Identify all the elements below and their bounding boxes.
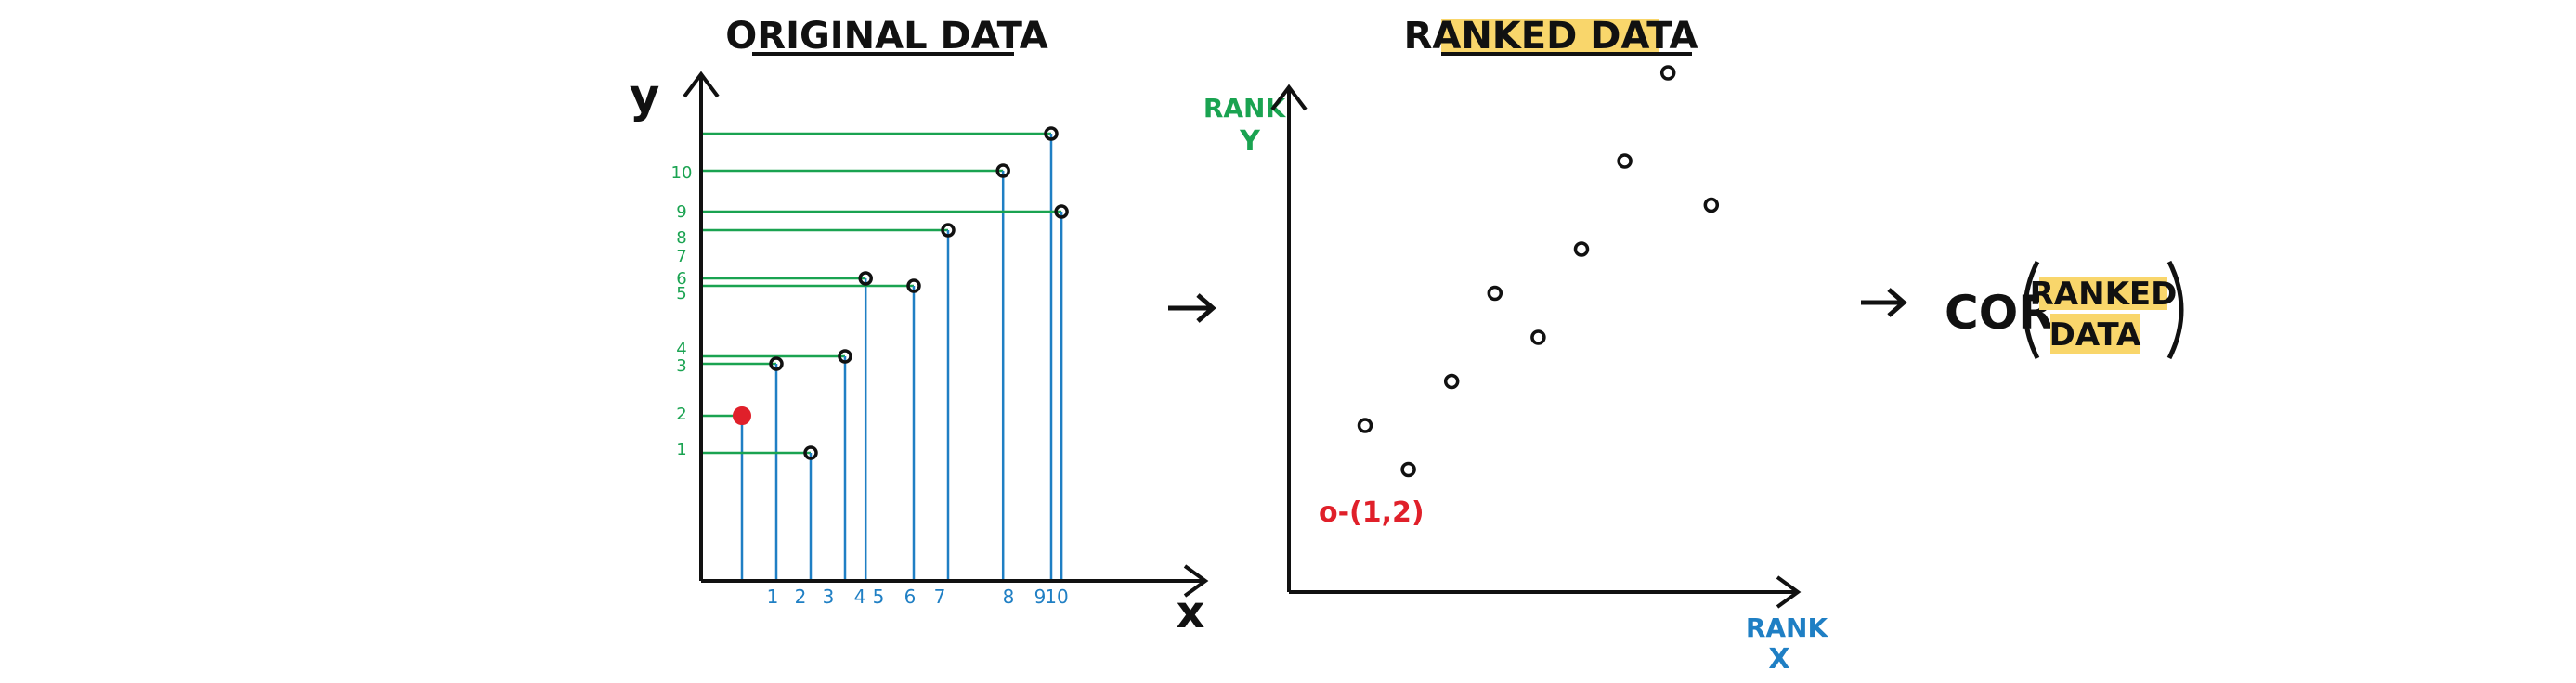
data-point: [941, 223, 956, 238]
data-highlight: [2050, 314, 2140, 354]
x-tick-labels: 1 2 3 4 5 6 7 8 910: [767, 586, 1069, 608]
data-point: [769, 356, 784, 371]
x-tick-label: 2: [795, 586, 807, 608]
data-point: [1054, 204, 1069, 219]
ranked-point: [1400, 461, 1416, 478]
x-axis-arrowhead: [1183, 564, 1209, 598]
title-highlight: [1441, 19, 1659, 54]
guide-lines: [701, 132, 1063, 581]
original-data-panel: ORIGINAL DATA y x 1 2 3 4 5 6 7 8 910 1234567891…: [630, 15, 1209, 638]
y-tick-label: 2: [676, 405, 686, 424]
ranked-point: [1530, 329, 1546, 345]
data-word: DATA: [2049, 316, 2141, 354]
y-tick-label: 1: [676, 440, 686, 459]
x-tick-label: 8: [1003, 586, 1015, 608]
ranked-highlight: [2039, 277, 2167, 310]
ranked-point: [1443, 373, 1460, 390]
open-paren: [2023, 260, 2040, 360]
highlighted-point: [733, 406, 751, 425]
y-tick-label: 6: [676, 269, 686, 289]
x-axis-label: x: [1177, 586, 1205, 638]
x-tick-label: 9: [1034, 586, 1047, 608]
rank-y-axis-arrowhead: [1270, 84, 1308, 111]
y-tick-label: 3: [676, 356, 686, 376]
ranked-data-panel: RANKED DATA RANK Y RANK X o-(1,2): [1203, 15, 1829, 676]
y-tick-label: 4: [676, 340, 686, 359]
x-tick-label: 1: [767, 586, 779, 608]
original-data-title: ORIGINAL DATA: [725, 15, 1047, 58]
x-tick-label: 7: [934, 586, 946, 608]
x-tick-label: 5: [873, 586, 885, 608]
y-tick-label: 8: [676, 228, 686, 248]
y-axis-label: y: [630, 69, 660, 122]
y-tick-label: 7: [676, 247, 686, 266]
x-tick-label: 4: [854, 586, 866, 608]
x-tick-label: 6: [904, 586, 917, 608]
ranked-point: [1659, 65, 1676, 81]
data-point: [803, 445, 818, 460]
y-tick-label: 5: [676, 284, 686, 303]
data-point: [995, 163, 1010, 178]
highlighted-ranked-point: [1357, 418, 1373, 433]
ranked-word: RANKED: [2030, 276, 2178, 313]
ranked-point: [1573, 241, 1590, 257]
data-point: [838, 349, 852, 364]
correlation-formula: COR RANKED DATA: [1945, 260, 2184, 360]
ranked-data-title: RANKED DATA: [1404, 15, 1698, 58]
close-paren: [2166, 260, 2184, 360]
ranked-point: [1487, 285, 1503, 302]
rank-x-axis-arrowhead: [1776, 575, 1802, 609]
rank-y-label-line2: Y: [1239, 125, 1261, 158]
cor-label: COR: [1945, 286, 2054, 340]
x-tick-label: 10: [1045, 586, 1068, 608]
y-tick-label: 9: [676, 202, 686, 222]
data-point: [906, 278, 921, 293]
data-points: [733, 126, 1069, 460]
data-point: [858, 271, 873, 286]
y-axis-arrowhead: [683, 71, 720, 98]
rank-x-label-line1: RANK: [1746, 612, 1829, 643]
arrow-to-correlation: [1861, 288, 1907, 317]
ranked-point: [1617, 153, 1633, 169]
y-tick-label: 10: [671, 163, 693, 183]
ranked-point: [1703, 197, 1720, 213]
highlight-annotation: o-(1,2): [1319, 496, 1425, 529]
rank-x-label-line2: X: [1768, 643, 1789, 676]
ranked-points: [1357, 65, 1720, 478]
arrow-to-ranked: [1168, 293, 1216, 323]
data-point: [1044, 126, 1059, 141]
x-tick-label: 3: [823, 586, 835, 608]
